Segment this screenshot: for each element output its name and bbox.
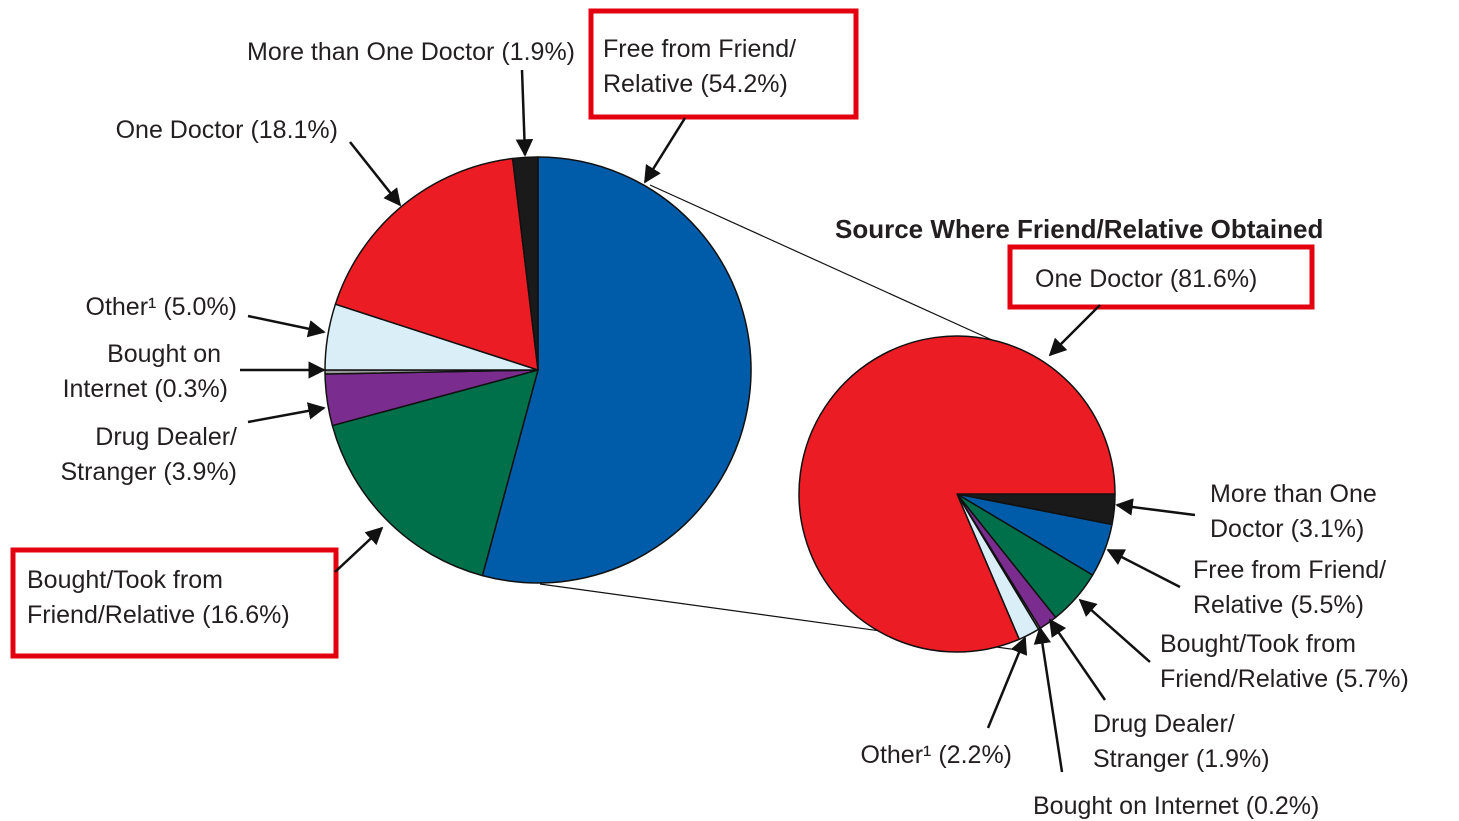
- slice-value-label: (1.9%): [501, 38, 575, 66]
- slice-category: Bought on Internet: [63, 340, 228, 403]
- slice-label: Other¹ (2.2%): [861, 741, 1013, 769]
- label-line: Relative: [603, 70, 693, 98]
- slice-category: Drug Dealer/Stranger: [1093, 710, 1235, 773]
- label-arrow: [1033, 626, 1064, 773]
- label-line: Stranger: [60, 458, 156, 486]
- label-arrow: [247, 402, 326, 424]
- slice-label: More than One Doctor (3.1%): [1210, 480, 1384, 543]
- label-arrow: [247, 314, 326, 338]
- zoom-line: [649, 184, 993, 341]
- label-line: Free from Friend/: [1193, 556, 1386, 584]
- slice-category: Bought on Internet: [1033, 792, 1239, 820]
- slice-value-label: (2.2%): [938, 741, 1012, 769]
- slice-value-label: (16.6%): [202, 601, 290, 629]
- label-line: Bought/Took from: [1160, 630, 1363, 658]
- slice-category: Free from Friend/Relative: [1193, 556, 1386, 619]
- slice-value-label: (18.1%): [250, 116, 338, 144]
- label-arrow: [515, 69, 534, 157]
- slice-value-label: (3.1%): [1291, 515, 1365, 543]
- highlight-box: [10, 547, 339, 659]
- label-arrow: [1106, 548, 1181, 589]
- label-arrow: [986, 636, 1028, 729]
- slice-category: Bought/Took from Friend/Relative: [27, 566, 230, 629]
- label-line: Stranger: [1093, 745, 1189, 773]
- slice-value-label: (5.5%): [1290, 591, 1364, 619]
- highlight-box: [1007, 244, 1315, 310]
- label-arrow: [643, 117, 687, 184]
- label-line: Bought on: [107, 340, 228, 368]
- slice-label: Free from Friend/Relative (5.5%): [1193, 556, 1386, 619]
- slice-label: Drug Dealer/Stranger (3.9%): [60, 423, 237, 486]
- label-arrow: [349, 141, 402, 207]
- pie-slice: [481, 156, 752, 584]
- slice-category: One Doctor: [1035, 265, 1163, 293]
- label-line: Free from Friend/: [603, 35, 796, 63]
- slice-label: Bought on Internet (0.3%): [63, 340, 228, 403]
- slice-value-label: (1.9%): [1196, 745, 1270, 773]
- pie-slice: [334, 157, 539, 371]
- slice-label: One Doctor (18.1%): [116, 116, 338, 144]
- slice-value-label: (0.3%): [154, 375, 228, 403]
- highlight-box: [588, 8, 859, 120]
- slice-label: Bought on Internet (0.2%): [1033, 792, 1319, 820]
- slice-label: Drug Dealer/Stranger (1.9%): [1093, 710, 1270, 773]
- slice-value-label: (0.2%): [1246, 792, 1320, 820]
- chart-title: Source Where Friend/Relative Obtained: [835, 214, 1323, 244]
- label-line: More than One: [1210, 480, 1384, 508]
- slice-label: Bought/Took from Friend/Relative (5.7%): [1160, 630, 1409, 693]
- pie-slice: [511, 156, 539, 371]
- label-arrow: [1078, 598, 1151, 663]
- slice-label: Free from Friend/Relative (54.2%): [603, 35, 796, 98]
- slice-value-label: (3.9%): [163, 458, 237, 486]
- slice-value-label: (81.6%): [1170, 265, 1258, 293]
- label-line: Friend/Relative: [27, 601, 195, 629]
- label-arrow: [1048, 618, 1107, 701]
- slice-category: Other¹: [861, 741, 932, 769]
- label-line: Friend/Relative: [1160, 665, 1328, 693]
- label-line: Drug Dealer/: [1093, 710, 1235, 738]
- slice-category: Bought/Took from Friend/Relative: [1160, 630, 1363, 693]
- slice-label: Bought/Took from Friend/Relative (16.6%): [27, 566, 290, 629]
- label-arrow: [1048, 304, 1101, 357]
- pie-slice: [331, 369, 539, 577]
- label-line: Bought/Took from: [27, 566, 230, 594]
- slice-category: One Doctor: [116, 116, 244, 144]
- label-line: Internet: [63, 375, 148, 403]
- label-line: Doctor: [1210, 515, 1284, 543]
- slice-label: More than One Doctor (1.9%): [247, 38, 575, 66]
- slice-category: More than One Doctor: [247, 38, 494, 66]
- slice-category: Other¹: [86, 293, 157, 321]
- slice-value-label: (5.0%): [163, 293, 237, 321]
- label-arrow: [334, 526, 384, 573]
- slice-category: Free from Friend/Relative: [603, 35, 796, 98]
- slice-category: Drug Dealer/Stranger: [60, 423, 237, 486]
- slice-label: One Doctor (81.6%): [1035, 265, 1257, 293]
- slice-value-label: (54.2%): [700, 70, 788, 98]
- label-arrow: [1115, 498, 1196, 517]
- label-line: Relative: [1193, 591, 1283, 619]
- label-line: Drug Dealer/: [95, 423, 237, 451]
- pie-slice: [798, 335, 1116, 653]
- slice-value-label: (5.7%): [1335, 665, 1409, 693]
- slice-label: Other¹ (5.0%): [86, 293, 238, 321]
- slice-category: More than One Doctor: [1210, 480, 1384, 543]
